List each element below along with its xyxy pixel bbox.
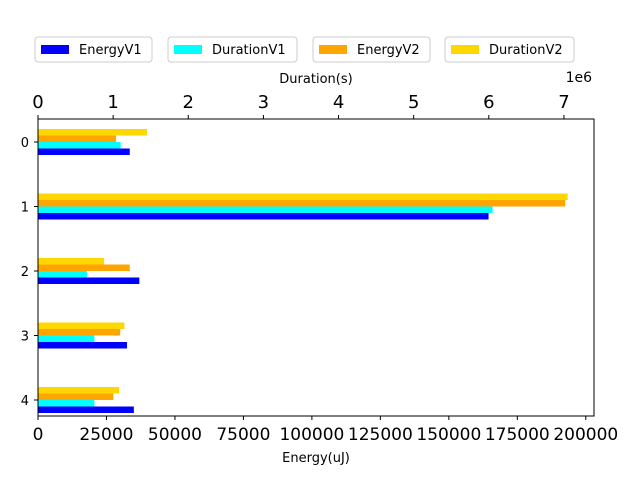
bars	[38, 129, 568, 413]
category-tick-label: 4	[21, 394, 29, 409]
legend-box	[34, 36, 153, 63]
bottom-tick-label: 200000	[553, 425, 618, 445]
legend: EnergyV1 DurationV1 EnergyV2 DurationV2	[34, 36, 575, 63]
bar-DurationV1-3	[38, 335, 95, 342]
bar-EnergyV1-1	[38, 213, 489, 220]
bar-DurationV1-1	[38, 206, 493, 213]
legend-swatch	[41, 45, 69, 54]
legend-swatch	[451, 45, 479, 54]
bottom-axis: 0 25000 50000 75000 100000 125000 150000 175000…	[33, 416, 618, 445]
legend-item-DurationV2: DurationV2	[444, 36, 575, 63]
bottom-tick-label: 25000	[79, 425, 133, 445]
category-tick-label: 0	[21, 136, 29, 151]
top-tick-label: 7	[558, 92, 569, 113]
legend-swatch	[174, 45, 202, 54]
category-tick-label: 3	[21, 330, 29, 345]
bar-EnergyV1-2	[38, 277, 140, 284]
category-axis: 0 1 2 3 4	[21, 136, 38, 409]
bar-DurationV1-0	[38, 142, 121, 149]
bottom-tick-label: 75000	[216, 425, 270, 445]
top-tick-label: 4	[333, 92, 344, 113]
legend-box	[167, 36, 298, 63]
bottom-tick-label: 0	[33, 425, 44, 445]
bar-EnergyV2-1	[38, 200, 566, 207]
bar-DurationV2-2	[38, 258, 105, 265]
legend-label: DurationV1	[212, 43, 286, 58]
bar-DurationV2-3	[38, 322, 125, 329]
bar-DurationV2-1	[38, 193, 568, 200]
top-tick-label: 5	[408, 92, 419, 113]
legend-label: DurationV2	[489, 43, 563, 58]
bar-EnergyV1-4	[38, 406, 134, 413]
legend-item-EnergyV1: EnergyV1	[34, 36, 153, 63]
top-tick-label: 2	[183, 92, 194, 113]
bar-EnergyV2-4	[38, 393, 114, 400]
bottom-axis-label: Energy(uJ)	[282, 451, 350, 466]
bar-DurationV1-2	[38, 271, 87, 278]
legend-box	[444, 36, 575, 63]
bar-EnergyV2-2	[38, 264, 130, 271]
bottom-tick-label: 100000	[279, 425, 344, 445]
bar-EnergyV1-3	[38, 342, 128, 349]
top-tick-label: 1	[107, 92, 118, 113]
category-tick-label: 2	[21, 265, 29, 280]
bottom-tick-label: 150000	[416, 425, 481, 445]
bottom-tick-label: 175000	[485, 425, 550, 445]
top-tick-label: 0	[32, 92, 43, 113]
bar-EnergyV2-3	[38, 329, 121, 336]
bar-EnergyV2-0	[38, 135, 117, 142]
top-tick-label: 6	[483, 92, 494, 113]
legend-box	[312, 36, 431, 63]
legend-item-EnergyV2: EnergyV2	[312, 36, 431, 63]
plot-frame	[37, 118, 595, 417]
bar-DurationV2-4	[38, 387, 120, 394]
top-tick-label: 3	[258, 92, 269, 113]
legend-label: EnergyV2	[357, 43, 420, 58]
bar-DurationV1-4	[38, 400, 95, 407]
bottom-tick-label: 50000	[148, 425, 202, 445]
legend-item-DurationV1: DurationV1	[167, 36, 298, 63]
bottom-tick-label: 125000	[348, 425, 413, 445]
category-tick-label: 1	[21, 201, 29, 216]
bar-EnergyV1-0	[38, 148, 130, 155]
top-axis-offset-label: 1e6	[566, 70, 593, 86]
legend-label: EnergyV1	[79, 43, 142, 58]
top-axis: 0 1 2 3 4 5 6 7	[32, 92, 570, 119]
top-axis-label: Duration(s)	[279, 72, 352, 87]
bar-DurationV2-0	[38, 129, 147, 136]
legend-swatch	[319, 45, 347, 54]
